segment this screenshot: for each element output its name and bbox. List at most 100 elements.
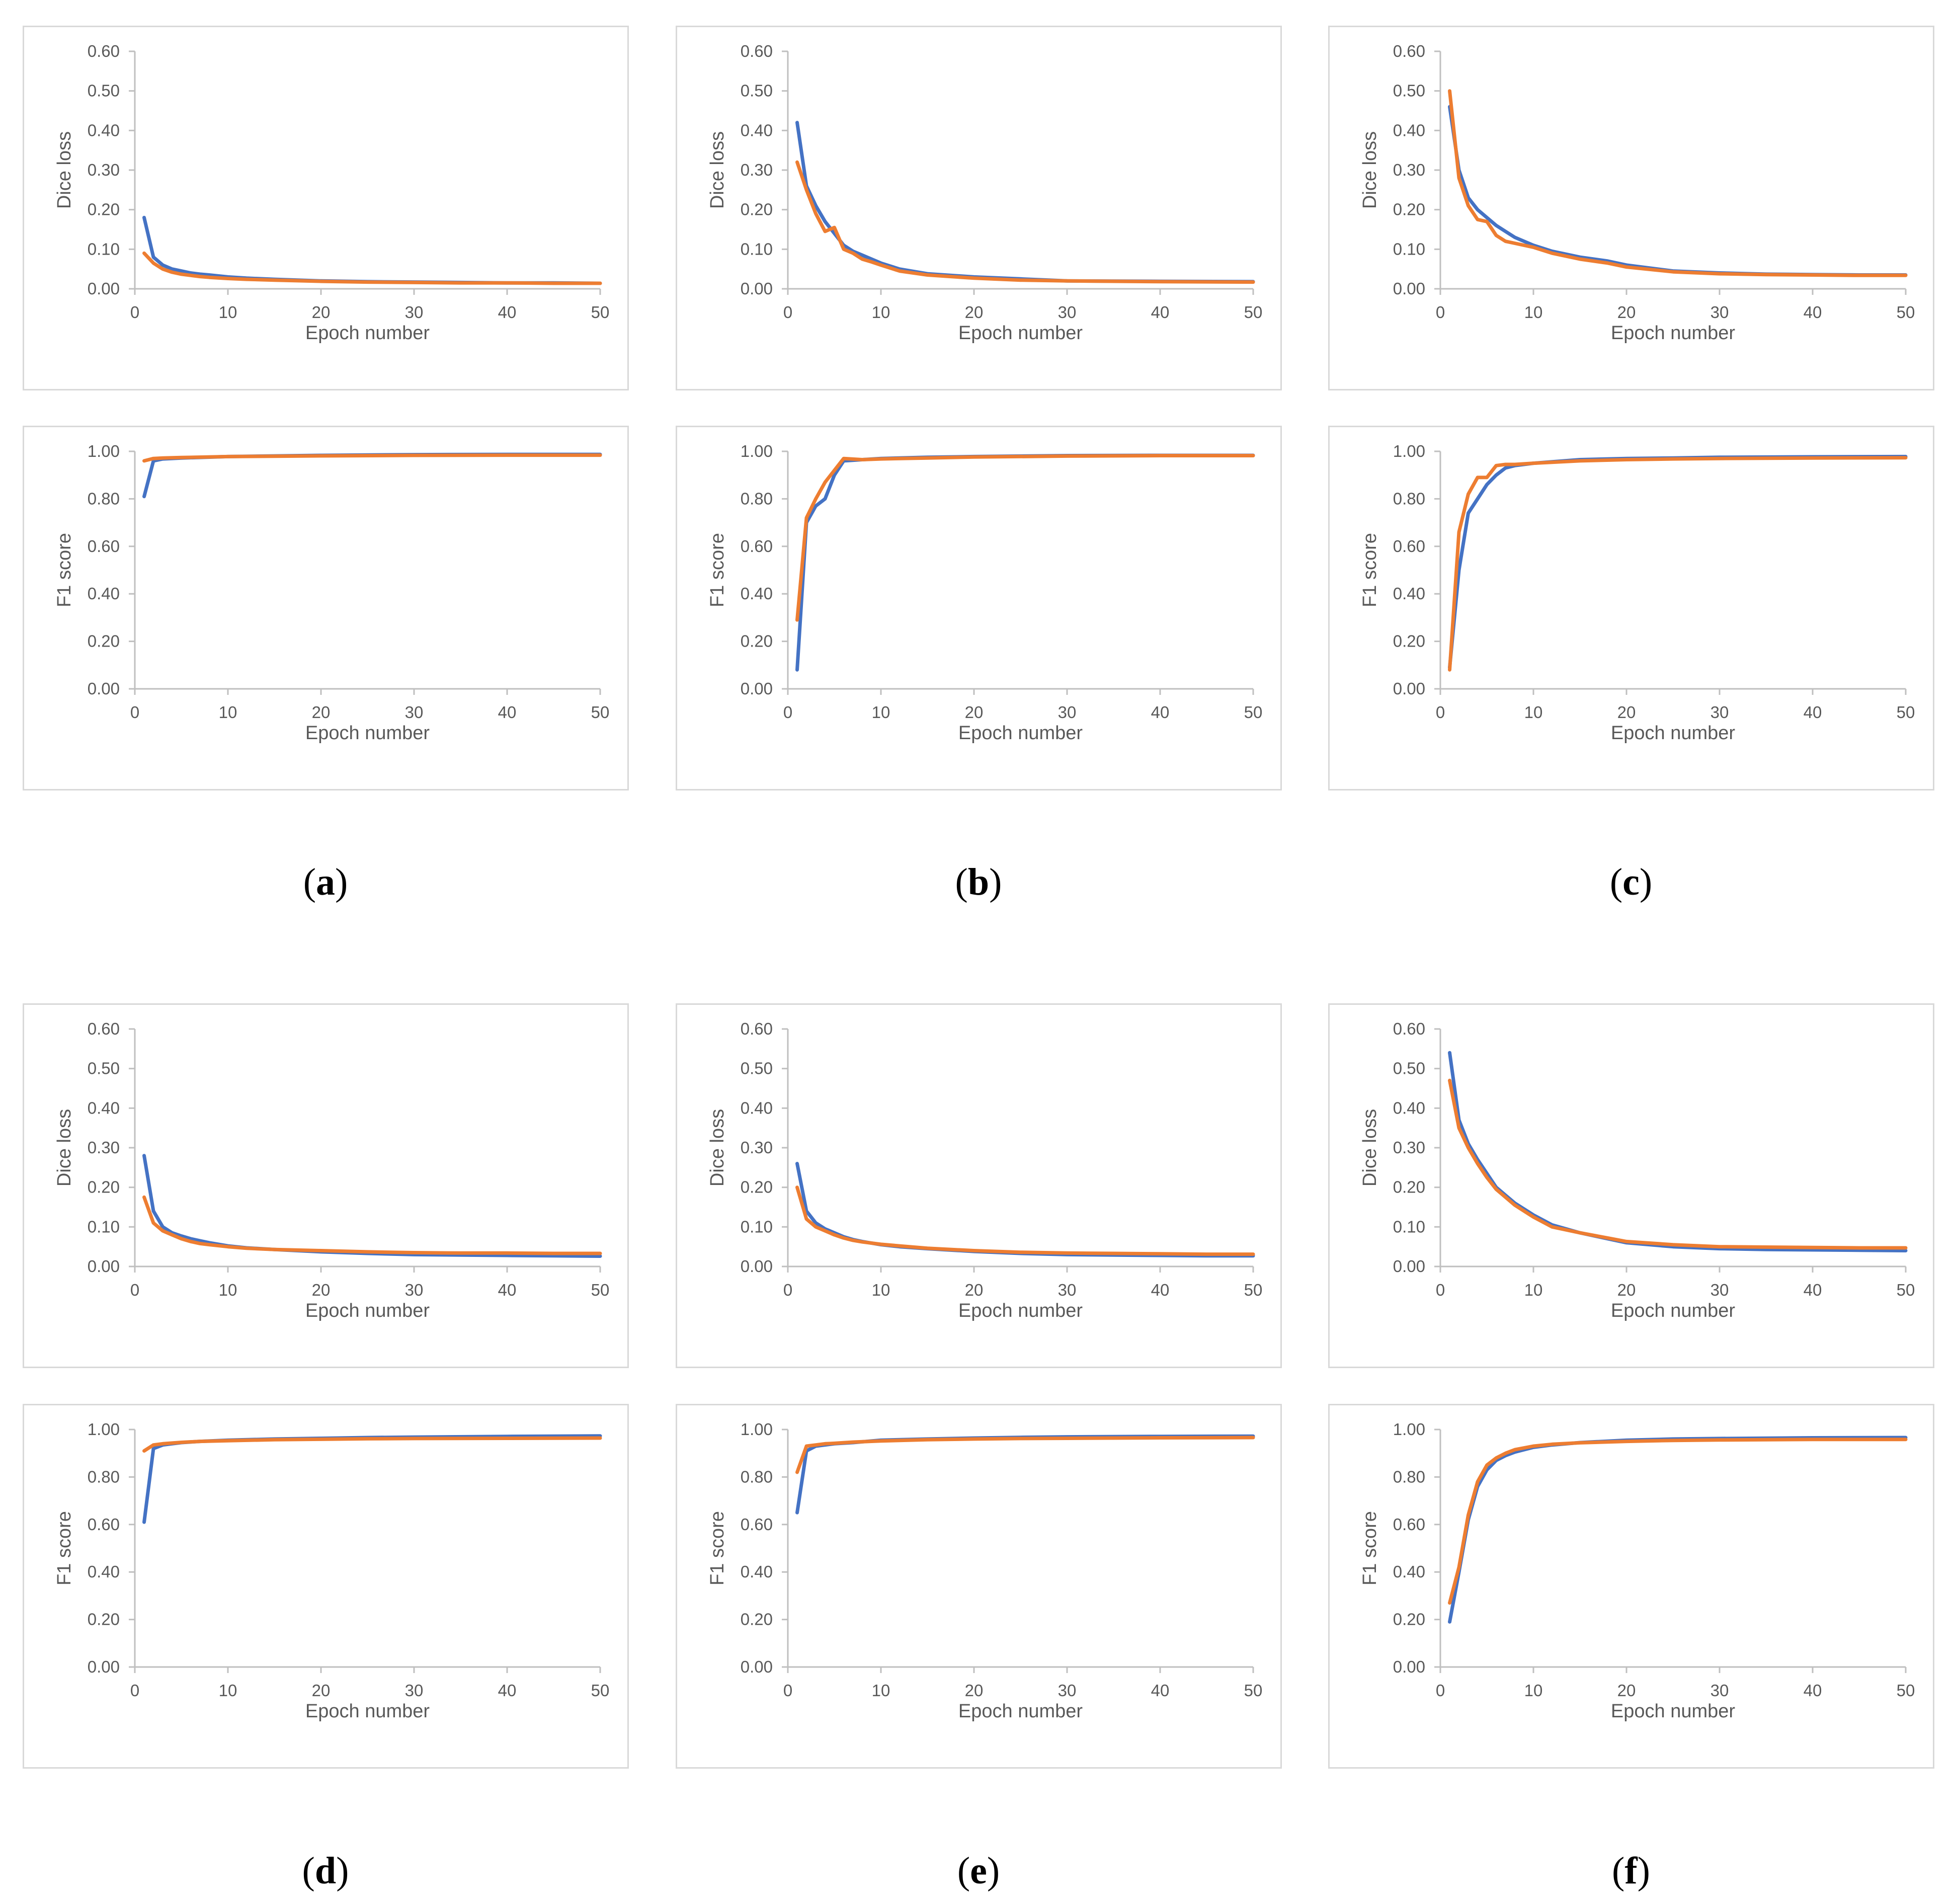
b-loss-x-tick-label: 10 xyxy=(872,303,890,322)
caption-e-letter: e xyxy=(970,1850,987,1892)
e-loss-y-axis-title: Dice loss xyxy=(707,1109,728,1186)
e-f1-y-tick-label: 0.00 xyxy=(741,1657,773,1676)
c-f1-x-tick-label: 30 xyxy=(1711,703,1729,722)
a-f1-series-1-line xyxy=(142,452,602,499)
c-loss-y-tick-label: 0.20 xyxy=(1393,200,1425,219)
d-f1-y-tick-label: 0.00 xyxy=(88,1657,120,1676)
f-loss-x-tick-label: 40 xyxy=(1804,1281,1822,1299)
d-loss-x-axis-title: Epoch number xyxy=(305,1300,430,1321)
a-loss-y-tick-label: 0.50 xyxy=(88,82,120,100)
a-loss-x-tick-label: 50 xyxy=(591,303,610,322)
chart-panel-a-f1: 0.00 0.20 0.40 0.60 0.80 1.00 0 10 20 30 40 50 Epoch… xyxy=(23,426,629,790)
b-loss-x-tick-label: 0 xyxy=(783,303,792,322)
a-f1-x-tick-label: 40 xyxy=(498,703,517,722)
b-loss-x-tick-label: 30 xyxy=(1058,303,1077,322)
a-f1-x-tick-label: 20 xyxy=(312,703,331,722)
c-loss-series-1-line xyxy=(1448,105,1908,277)
d-loss-series-1-line xyxy=(142,1154,602,1258)
c-f1-y-tick-label: 1.00 xyxy=(1393,442,1425,460)
b-f1-series-2-line xyxy=(795,454,1255,622)
a-loss-y-tick-label: 0.40 xyxy=(88,121,120,139)
d-loss-y-tick-label: 0.20 xyxy=(88,1178,120,1197)
chart-a-f1: 0.00 0.20 0.40 0.60 0.80 1.00 0 10 20 30 40 50 Epoch… xyxy=(54,442,610,744)
chart-a-loss: 0.00 0.10 0.20 0.30 0.40 0.50 0.60 0 10 20 30 40 50 E… xyxy=(54,42,610,344)
c-loss-y-tick-label: 0.00 xyxy=(1393,279,1425,298)
a-loss-series-1-line xyxy=(142,215,602,285)
chart-panel-d-f1: 0.00 0.20 0.40 0.60 0.80 1.00 0 10 20 30 40 50 Epoch… xyxy=(23,1404,629,1769)
b-f1-y-tick-label: 0.60 xyxy=(741,537,773,556)
b-f1-x-tick-label: 20 xyxy=(965,703,984,722)
e-loss-y-tick-label: 0.20 xyxy=(741,1178,773,1197)
f-f1-x-tick-label: 40 xyxy=(1804,1681,1822,1700)
e-loss-y-tick-label: 0.30 xyxy=(741,1138,773,1157)
b-f1-x-tick-label: 50 xyxy=(1244,703,1263,722)
f-f1-y-tick-label: 0.60 xyxy=(1393,1515,1425,1534)
d-f1-series-2-line xyxy=(142,1436,602,1453)
chart-e-loss: 0.00 0.10 0.20 0.30 0.40 0.50 0.60 0 10 20 30 40 50 E… xyxy=(707,1019,1263,1321)
f-f1-y-tick-label: 0.40 xyxy=(1393,1562,1425,1581)
d-f1-x-axis-title: Epoch number xyxy=(305,1701,430,1722)
e-f1-y-tick-label: 0.80 xyxy=(741,1467,773,1486)
c-loss-y-tick-label: 0.60 xyxy=(1393,42,1425,60)
a-f1-y-tick-label: 1.00 xyxy=(88,442,120,460)
f-loss-y-tick-label: 0.20 xyxy=(1393,1178,1425,1197)
a-f1-y-tick-label: 0.40 xyxy=(88,584,120,603)
d-f1-x-tick-label: 50 xyxy=(591,1681,610,1700)
b-loss-x-tick-label: 40 xyxy=(1151,303,1170,322)
f-loss-y-tick-label: 0.00 xyxy=(1393,1257,1425,1276)
chart-b-f1: 0.00 0.20 0.40 0.60 0.80 1.00 0 10 20 30 40 50 Epoch… xyxy=(707,442,1263,744)
b-f1-x-tick-label: 10 xyxy=(872,703,890,722)
a-f1-y-axis-title: F1 score xyxy=(54,533,75,607)
chart-c-loss: 0.00 0.10 0.20 0.30 0.40 0.50 0.60 0 10 20 30 40 50 E… xyxy=(1359,42,1915,344)
b-loss-y-tick-label: 0.50 xyxy=(741,82,773,100)
a-f1-y-tick-label: 0.00 xyxy=(88,679,120,698)
c-f1-series-2-line xyxy=(1448,456,1908,672)
d-loss-y-tick-label: 0.10 xyxy=(88,1217,120,1236)
d-f1-x-tick-label: 10 xyxy=(219,1681,237,1700)
caption-f: (f) xyxy=(1612,1850,1650,1892)
b-f1-x-tick-label: 0 xyxy=(783,703,792,722)
d-loss-y-tick-label: 0.50 xyxy=(88,1059,120,1078)
chart-panel-c-f1: 0.00 0.20 0.40 0.60 0.80 1.00 0 10 20 30 40 50 Epoch… xyxy=(1328,426,1934,790)
b-f1-y-tick-label: 0.20 xyxy=(741,632,773,651)
chart-panel-f-loss: 0.00 0.10 0.20 0.30 0.40 0.50 0.60 0 10 20 30 40 50 E… xyxy=(1328,1003,1934,1368)
caption-c: (c) xyxy=(1609,861,1653,903)
chart-e-f1: 0.00 0.20 0.40 0.60 0.80 1.00 0 10 20 30 40 50 Epoch… xyxy=(707,1420,1262,1722)
c-f1-x-axis-title: Epoch number xyxy=(1611,723,1735,744)
d-loss-x-tick-label: 50 xyxy=(591,1281,610,1299)
f-f1-series-1-line xyxy=(1448,1436,1908,1624)
a-f1-y-tick-label: 0.60 xyxy=(88,537,120,556)
a-f1-x-tick-label: 50 xyxy=(591,703,610,722)
e-loss-y-tick-label: 0.00 xyxy=(741,1257,773,1276)
chart-panel-c-loss: 0.00 0.10 0.20 0.30 0.40 0.50 0.60 0 10 20 30 40 50 E… xyxy=(1328,26,1934,390)
chart-panel-d-loss: 0.00 0.10 0.20 0.30 0.40 0.50 0.60 0 10 20 30 40 50 E… xyxy=(23,1003,629,1368)
caption-d-letter: d xyxy=(314,1850,337,1892)
chart-panel-f-f1: 0.00 0.20 0.40 0.60 0.80 1.00 0 10 20 30 40 50 Epoch… xyxy=(1328,1404,1934,1769)
d-f1-y-axis-title: F1 score xyxy=(54,1511,75,1585)
e-loss-x-tick-label: 40 xyxy=(1151,1281,1170,1299)
c-f1-y-tick-label: 0.80 xyxy=(1393,489,1425,508)
e-loss-x-tick-label: 50 xyxy=(1244,1281,1263,1299)
b-loss-y-tick-label: 0.60 xyxy=(741,42,773,60)
caption-f-letter: f xyxy=(1624,1850,1638,1892)
chart-d-f1: 0.00 0.20 0.40 0.60 0.80 1.00 0 10 20 30 40 50 Epoch… xyxy=(54,1420,610,1722)
f-loss-y-tick-label: 0.30 xyxy=(1393,1138,1425,1157)
b-f1-x-axis-title: Epoch number xyxy=(958,723,1083,744)
f-loss-y-tick-label: 0.60 xyxy=(1393,1019,1425,1038)
chart-d-loss: 0.00 0.10 0.20 0.30 0.40 0.50 0.60 0 10 20 30 40 50 E… xyxy=(54,1019,610,1321)
b-loss-y-tick-label: 0.40 xyxy=(741,121,773,139)
c-loss-y-tick-label: 0.40 xyxy=(1393,121,1425,139)
f-loss-series-2-line xyxy=(1448,1078,1908,1250)
e-f1-y-tick-label: 0.40 xyxy=(741,1562,773,1581)
e-loss-x-tick-label: 10 xyxy=(872,1281,890,1299)
d-loss-x-tick-label: 20 xyxy=(312,1281,331,1299)
b-loss-x-tick-label: 20 xyxy=(965,303,984,322)
chart-panel-b-f1: 0.00 0.20 0.40 0.60 0.80 1.00 0 10 20 30 40 50 Epoch… xyxy=(676,426,1282,790)
c-f1-y-tick-label: 0.60 xyxy=(1393,537,1425,556)
chart-panel-b-loss: 0.00 0.10 0.20 0.30 0.40 0.50 0.60 0 10 20 30 40 50 E… xyxy=(676,26,1282,390)
f-loss-x-tick-label: 0 xyxy=(1436,1281,1445,1299)
b-f1-series-1-line xyxy=(795,453,1255,672)
a-f1-x-tick-label: 0 xyxy=(130,703,139,722)
d-f1-y-tick-label: 0.20 xyxy=(88,1610,120,1629)
f-f1-x-tick-label: 20 xyxy=(1617,1681,1636,1700)
